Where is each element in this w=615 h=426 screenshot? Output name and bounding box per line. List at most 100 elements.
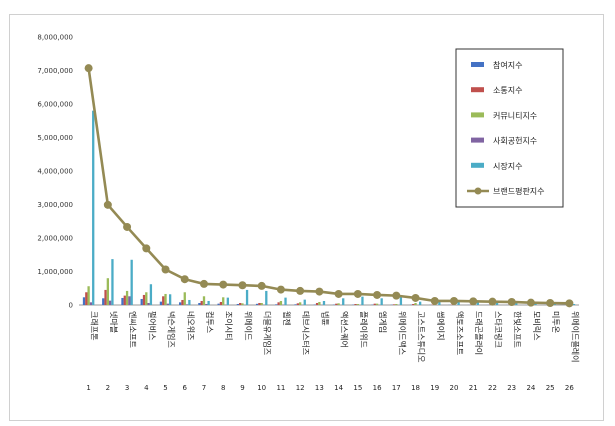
line-point bbox=[353, 289, 362, 298]
labels-group: 크래프톤 1 넷마블 2 엔씨소프트 3 펄어비스 4 넥슨게임즈 5 네오위즈 6 컴투스 7 조이시티 8… bbox=[86, 311, 580, 392]
line-point bbox=[546, 298, 555, 307]
y-tick-label: 2,000,000 bbox=[37, 235, 73, 243]
y-tick-label: 7,000,000 bbox=[37, 67, 73, 75]
y-tick-label: 4,000,000 bbox=[37, 168, 73, 176]
line-point bbox=[411, 293, 420, 302]
bar bbox=[183, 292, 186, 305]
bar bbox=[87, 286, 90, 305]
y-tick-label: 8,000,000 bbox=[37, 34, 73, 42]
legend-label: 시장지수 bbox=[493, 161, 522, 171]
legend-label: 사회공헌지수 bbox=[493, 137, 537, 146]
category-label: 액토즈소프트 bbox=[455, 311, 465, 355]
bar bbox=[457, 301, 460, 305]
rank-label: 3 bbox=[125, 384, 129, 392]
bar bbox=[275, 304, 278, 305]
bar bbox=[495, 302, 499, 305]
category-label: 넷마블 bbox=[109, 311, 119, 333]
category-label: 액션스퀘어 bbox=[340, 311, 350, 348]
category-label: 스타코링크 bbox=[493, 311, 503, 348]
line-point bbox=[103, 200, 112, 209]
y-tick-label: 3,000,000 bbox=[37, 201, 73, 209]
bar bbox=[322, 300, 326, 305]
bar bbox=[202, 296, 206, 305]
bar bbox=[104, 289, 107, 305]
bar bbox=[265, 290, 268, 305]
rank-label: 14 bbox=[334, 384, 343, 392]
bar bbox=[335, 303, 338, 305]
bar bbox=[361, 296, 364, 305]
category-label: 엠게임 bbox=[378, 311, 388, 333]
bar bbox=[255, 303, 259, 305]
line-point bbox=[488, 297, 497, 306]
rank-label: 18 bbox=[411, 384, 420, 392]
rank-label: 2 bbox=[106, 384, 110, 392]
y-tick-label: 0 bbox=[69, 302, 73, 310]
bar bbox=[318, 301, 321, 305]
bar bbox=[145, 292, 148, 305]
legend-label: 커뮤니티지수 bbox=[493, 110, 537, 120]
bar bbox=[395, 303, 398, 305]
category-label: 네오위즈 bbox=[186, 311, 195, 340]
y-tick-label: 6,000,000 bbox=[37, 101, 73, 109]
bar bbox=[260, 302, 263, 305]
rank-label: 23 bbox=[507, 384, 516, 392]
category-label: 엔씨소프트 bbox=[128, 311, 138, 348]
bar bbox=[375, 303, 379, 305]
bar bbox=[342, 298, 345, 305]
line-point bbox=[161, 265, 170, 274]
bar bbox=[149, 284, 153, 305]
category-label: 컴투스 bbox=[205, 311, 214, 333]
bar bbox=[89, 302, 93, 305]
bar bbox=[181, 299, 184, 305]
rank-label: 8 bbox=[221, 384, 225, 392]
y-tick-label: 5,000,000 bbox=[37, 134, 73, 142]
bar bbox=[277, 302, 280, 305]
bar bbox=[140, 298, 143, 305]
line-point bbox=[238, 281, 247, 290]
category-label: 넵튠 bbox=[320, 311, 330, 326]
category-label: 웹젠 bbox=[282, 311, 291, 326]
line-point bbox=[334, 289, 343, 298]
bar bbox=[147, 302, 150, 305]
bar bbox=[179, 302, 182, 305]
rank-label: 10 bbox=[257, 384, 266, 392]
bar bbox=[159, 301, 163, 305]
legend-marker bbox=[474, 187, 482, 195]
bar bbox=[106, 278, 109, 305]
bar bbox=[82, 297, 86, 305]
bar bbox=[284, 297, 287, 305]
bar bbox=[299, 302, 302, 305]
rank-label: 22 bbox=[488, 384, 497, 392]
bar bbox=[200, 300, 203, 305]
rank-label: 11 bbox=[276, 384, 285, 392]
rank-label: 6 bbox=[183, 384, 188, 392]
bar bbox=[515, 302, 518, 305]
bar bbox=[296, 303, 300, 305]
bar bbox=[185, 304, 189, 305]
bar bbox=[128, 296, 131, 305]
legend-swatch bbox=[471, 162, 484, 168]
bar bbox=[236, 303, 240, 305]
legend-swatch bbox=[471, 87, 484, 93]
bar bbox=[315, 302, 319, 305]
bar bbox=[373, 303, 376, 305]
bar bbox=[219, 301, 223, 305]
category-label: 한빛소프트 bbox=[513, 311, 523, 348]
bar bbox=[130, 259, 133, 305]
bar bbox=[121, 297, 124, 305]
bar bbox=[198, 302, 201, 305]
category-label: 플레이위드 bbox=[359, 311, 369, 348]
category-label: 위메이드맥스 bbox=[397, 311, 407, 355]
y-tick-label: 1,000,000 bbox=[37, 268, 73, 276]
line-point bbox=[430, 296, 439, 305]
line-point bbox=[219, 280, 228, 289]
bar bbox=[102, 298, 105, 305]
bar bbox=[226, 297, 229, 305]
bar bbox=[166, 303, 169, 305]
chart-frame: 0 1,000,000 2,000,000 3,000,000 4,000,000 5,0… bbox=[9, 14, 604, 421]
bar bbox=[205, 303, 208, 305]
bar bbox=[245, 289, 249, 305]
line-point bbox=[565, 299, 574, 308]
bar bbox=[217, 303, 220, 305]
category-label: 크래프톤 bbox=[90, 311, 99, 340]
